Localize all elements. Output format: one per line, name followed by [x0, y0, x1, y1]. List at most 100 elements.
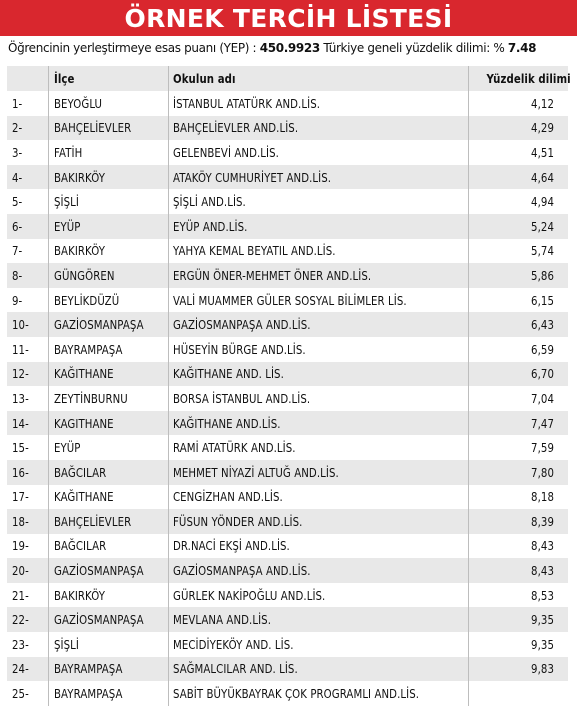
row-school: VALİ MUAMMER GÜLER SOSYAL BİLİMLER LİS. — [173, 292, 407, 308]
row-percentile: 6,59 — [531, 341, 554, 357]
row-district: BAHÇELİEVLER — [54, 120, 132, 136]
row-school: BAHÇELİEVLER AND.LİS. — [173, 120, 299, 136]
row-percentile: 6,43 — [531, 317, 554, 333]
row-percentile: 6,70 — [531, 366, 554, 382]
row-district: EYÜP — [54, 218, 81, 234]
row-number: 12- — [12, 366, 29, 382]
row-school: GÜRLEK NAKİPOĞLU AND.LİS. — [173, 587, 326, 603]
row-school: MEHMET NİYAZİ ALTUĞ AND.LİS. — [173, 464, 339, 480]
table-row: 6- EYÜP EYÜP AND.LİS. 5,24 — [7, 213, 568, 239]
row-percentile: 8,43 — [531, 538, 554, 554]
row-number: 2- — [12, 120, 23, 136]
table-row: 16- BAĞCILAR MEHMET NİYAZİ ALTUĞ AND.LİS. 7… — [7, 459, 568, 485]
row-number: 4- — [12, 169, 23, 185]
percentile-label: Türkiye geneli yüzdelik dilimi: % — [319, 41, 508, 55]
row-percentile: 4,64 — [531, 169, 554, 185]
row-percentile: 5,74 — [531, 243, 554, 259]
row-percentile: 8,39 — [531, 513, 554, 529]
row-district: GAZİOSMANPAŞA — [54, 612, 144, 628]
score-info-line: Öğrencinin yerleştirmeye esas puanı (YEP… — [0, 37, 577, 59]
table-row: 2- BAHÇELİEVLER BAHÇELİEVLER AND.LİS. 4,29 — [7, 115, 568, 141]
header-percentile: Yüzdelik dilimi — [486, 71, 571, 86]
header-school: Okulun adı — [173, 71, 236, 86]
row-school: GAZİOSMANPAŞA AND.LİS. — [173, 317, 311, 333]
row-number: 8- — [12, 267, 23, 283]
row-district: BAKIRKÖY — [54, 243, 106, 259]
row-percentile: 8,53 — [531, 587, 554, 603]
row-number: 9- — [12, 292, 23, 308]
row-district: GAZİOSMANPAŞA — [54, 317, 144, 333]
row-percentile — [468, 686, 568, 701]
row-school: RAMİ ATATÜRK AND.LİS. — [173, 440, 296, 456]
score-label: Öğrencinin yerleştirmeye esas puanı (YEP… — [8, 41, 260, 55]
row-number: 13- — [12, 390, 29, 406]
row-number: 5- — [12, 194, 23, 210]
row-number: 1- — [12, 95, 23, 111]
row-percentile: 7,80 — [531, 464, 554, 480]
table-row: 3- FATİH GELENBEVİ AND.LİS. 4,51 — [7, 140, 568, 165]
row-percentile: 5,24 — [531, 218, 554, 234]
row-percentile: 8,18 — [531, 489, 554, 505]
row-percentile: 4,12 — [531, 95, 554, 111]
row-district: ŞİŞLİ — [54, 636, 79, 652]
table-row: 11- BAYRAMPAŞA HÜSEYİN BÜRGE AND.LİS. 6,59 — [7, 337, 568, 362]
row-number: 21- — [12, 587, 29, 603]
table-body: 1- BEYOĞLU İSTANBUL ATATÜRK AND.LİS. 4,12 2-… — [7, 91, 568, 706]
header-no — [7, 71, 48, 86]
table-row: 8- GÜNGÖREN ERGÜN ÖNER-MEHMET ÖNER AND.LİS… — [7, 263, 568, 288]
row-number: 3- — [12, 144, 23, 160]
row-district: FATİH — [54, 144, 83, 160]
row-district: BAYRAMPAŞA — [54, 686, 123, 702]
row-percentile: 5,86 — [531, 267, 554, 283]
row-school: MEVLANA AND.LİS. — [173, 612, 272, 628]
percentile-value: 7.48 — [507, 41, 537, 55]
row-school: FÜSUN YÖNDER AND.LİS. — [173, 513, 303, 529]
row-number: 19- — [12, 538, 29, 554]
row-number: 16- — [12, 464, 29, 480]
row-school: EYÜP AND.LİS. — [173, 218, 248, 234]
table-row: 13- ZEYTİNBURNU BORSA İSTANBUL AND.LİS. 7,0… — [7, 386, 568, 411]
table-row: 18- BAHÇELİEVLER FÜSUN YÖNDER AND.LİS. 8,39 — [7, 509, 568, 534]
table-row: 17- KAĞITHANE CENGİZHAN AND.LİS. 8,18 — [7, 485, 568, 510]
row-school: MECİDİYEKÖY AND. LİS. — [173, 636, 294, 652]
header-district: İlçe — [54, 71, 75, 86]
table-row: 25- BAYRAMPAŞA SABİT BÜYÜKBAYRAK ÇOK PROGR… — [7, 681, 568, 706]
table-row: 5- ŞİŞLİ ŞİŞLİ AND.LİS. 4,94 — [7, 189, 568, 214]
row-percentile: 7,59 — [531, 440, 554, 456]
table-row: 22- GAZİOSMANPAŞA MEVLANA AND.LİS. 9,35 — [7, 607, 568, 633]
row-district: KAĞITHANE — [54, 489, 114, 505]
table-row: 9- BEYLİKDÜZÜ VALİ MUAMMER GÜLER SOSYAL Bİ… — [7, 288, 568, 313]
row-district: GÜNGÖREN — [54, 267, 115, 283]
table-row: 4- BAKIRKÖY ATAKÖY CUMHURİYET AND.LİS. 4,64 — [7, 164, 568, 190]
table-row: 20- GAZİOSMANPAŞA GAZİOSMANPAŞA AND.LİS. 8,… — [7, 558, 568, 583]
score-value: 450.9923 — [259, 41, 321, 55]
row-percentile: 9,83 — [531, 661, 554, 677]
row-number: 7- — [12, 243, 23, 259]
column-divider — [168, 66, 169, 706]
row-school: YAHYA KEMAL BEYATIL AND.LİS. — [173, 243, 336, 259]
row-number: 11- — [12, 341, 29, 357]
row-school: ATAKÖY CUMHURİYET AND.LİS. — [173, 169, 332, 185]
row-percentile: 9,35 — [531, 612, 554, 628]
row-district: BAYRAMPAŞA — [54, 341, 123, 357]
row-percentile: 7,04 — [531, 390, 554, 406]
row-number: 14- — [12, 415, 29, 431]
table-row: 21- BAKIRKÖY GÜRLEK NAKİPOĞLU AND.LİS. 8,53 — [7, 583, 568, 608]
table-row: 12- KAĞITHANE KAĞITHANE AND. LİS. 6,70 — [7, 361, 568, 387]
row-district: BAHÇELİEVLER — [54, 513, 132, 529]
row-school: BORSA İSTANBUL AND.LİS. — [173, 390, 311, 406]
row-school: KAĞITHANE AND. LİS. — [173, 366, 284, 382]
page-title: ÖRNEK TERCİH LİSTESİ — [0, 0, 577, 36]
row-school: SAĞMALCILAR AND. LİS. — [173, 661, 298, 677]
row-school: CENGİZHAN AND.LİS. — [173, 489, 283, 505]
table-header: İlçe Okulun adı Yüzdelik dilimi — [7, 66, 571, 91]
row-district: BAYRAMPAŞA — [54, 661, 123, 677]
row-number: 23- — [12, 636, 29, 652]
row-number: 18- — [12, 513, 29, 529]
row-district: BAĞCILAR — [54, 538, 107, 554]
row-district: EYÜP — [54, 440, 81, 456]
column-divider — [468, 66, 469, 706]
row-district: BEYLİKDÜZÜ — [54, 292, 120, 308]
row-district: ŞİŞLİ — [54, 194, 79, 210]
row-number: 15- — [12, 440, 29, 456]
